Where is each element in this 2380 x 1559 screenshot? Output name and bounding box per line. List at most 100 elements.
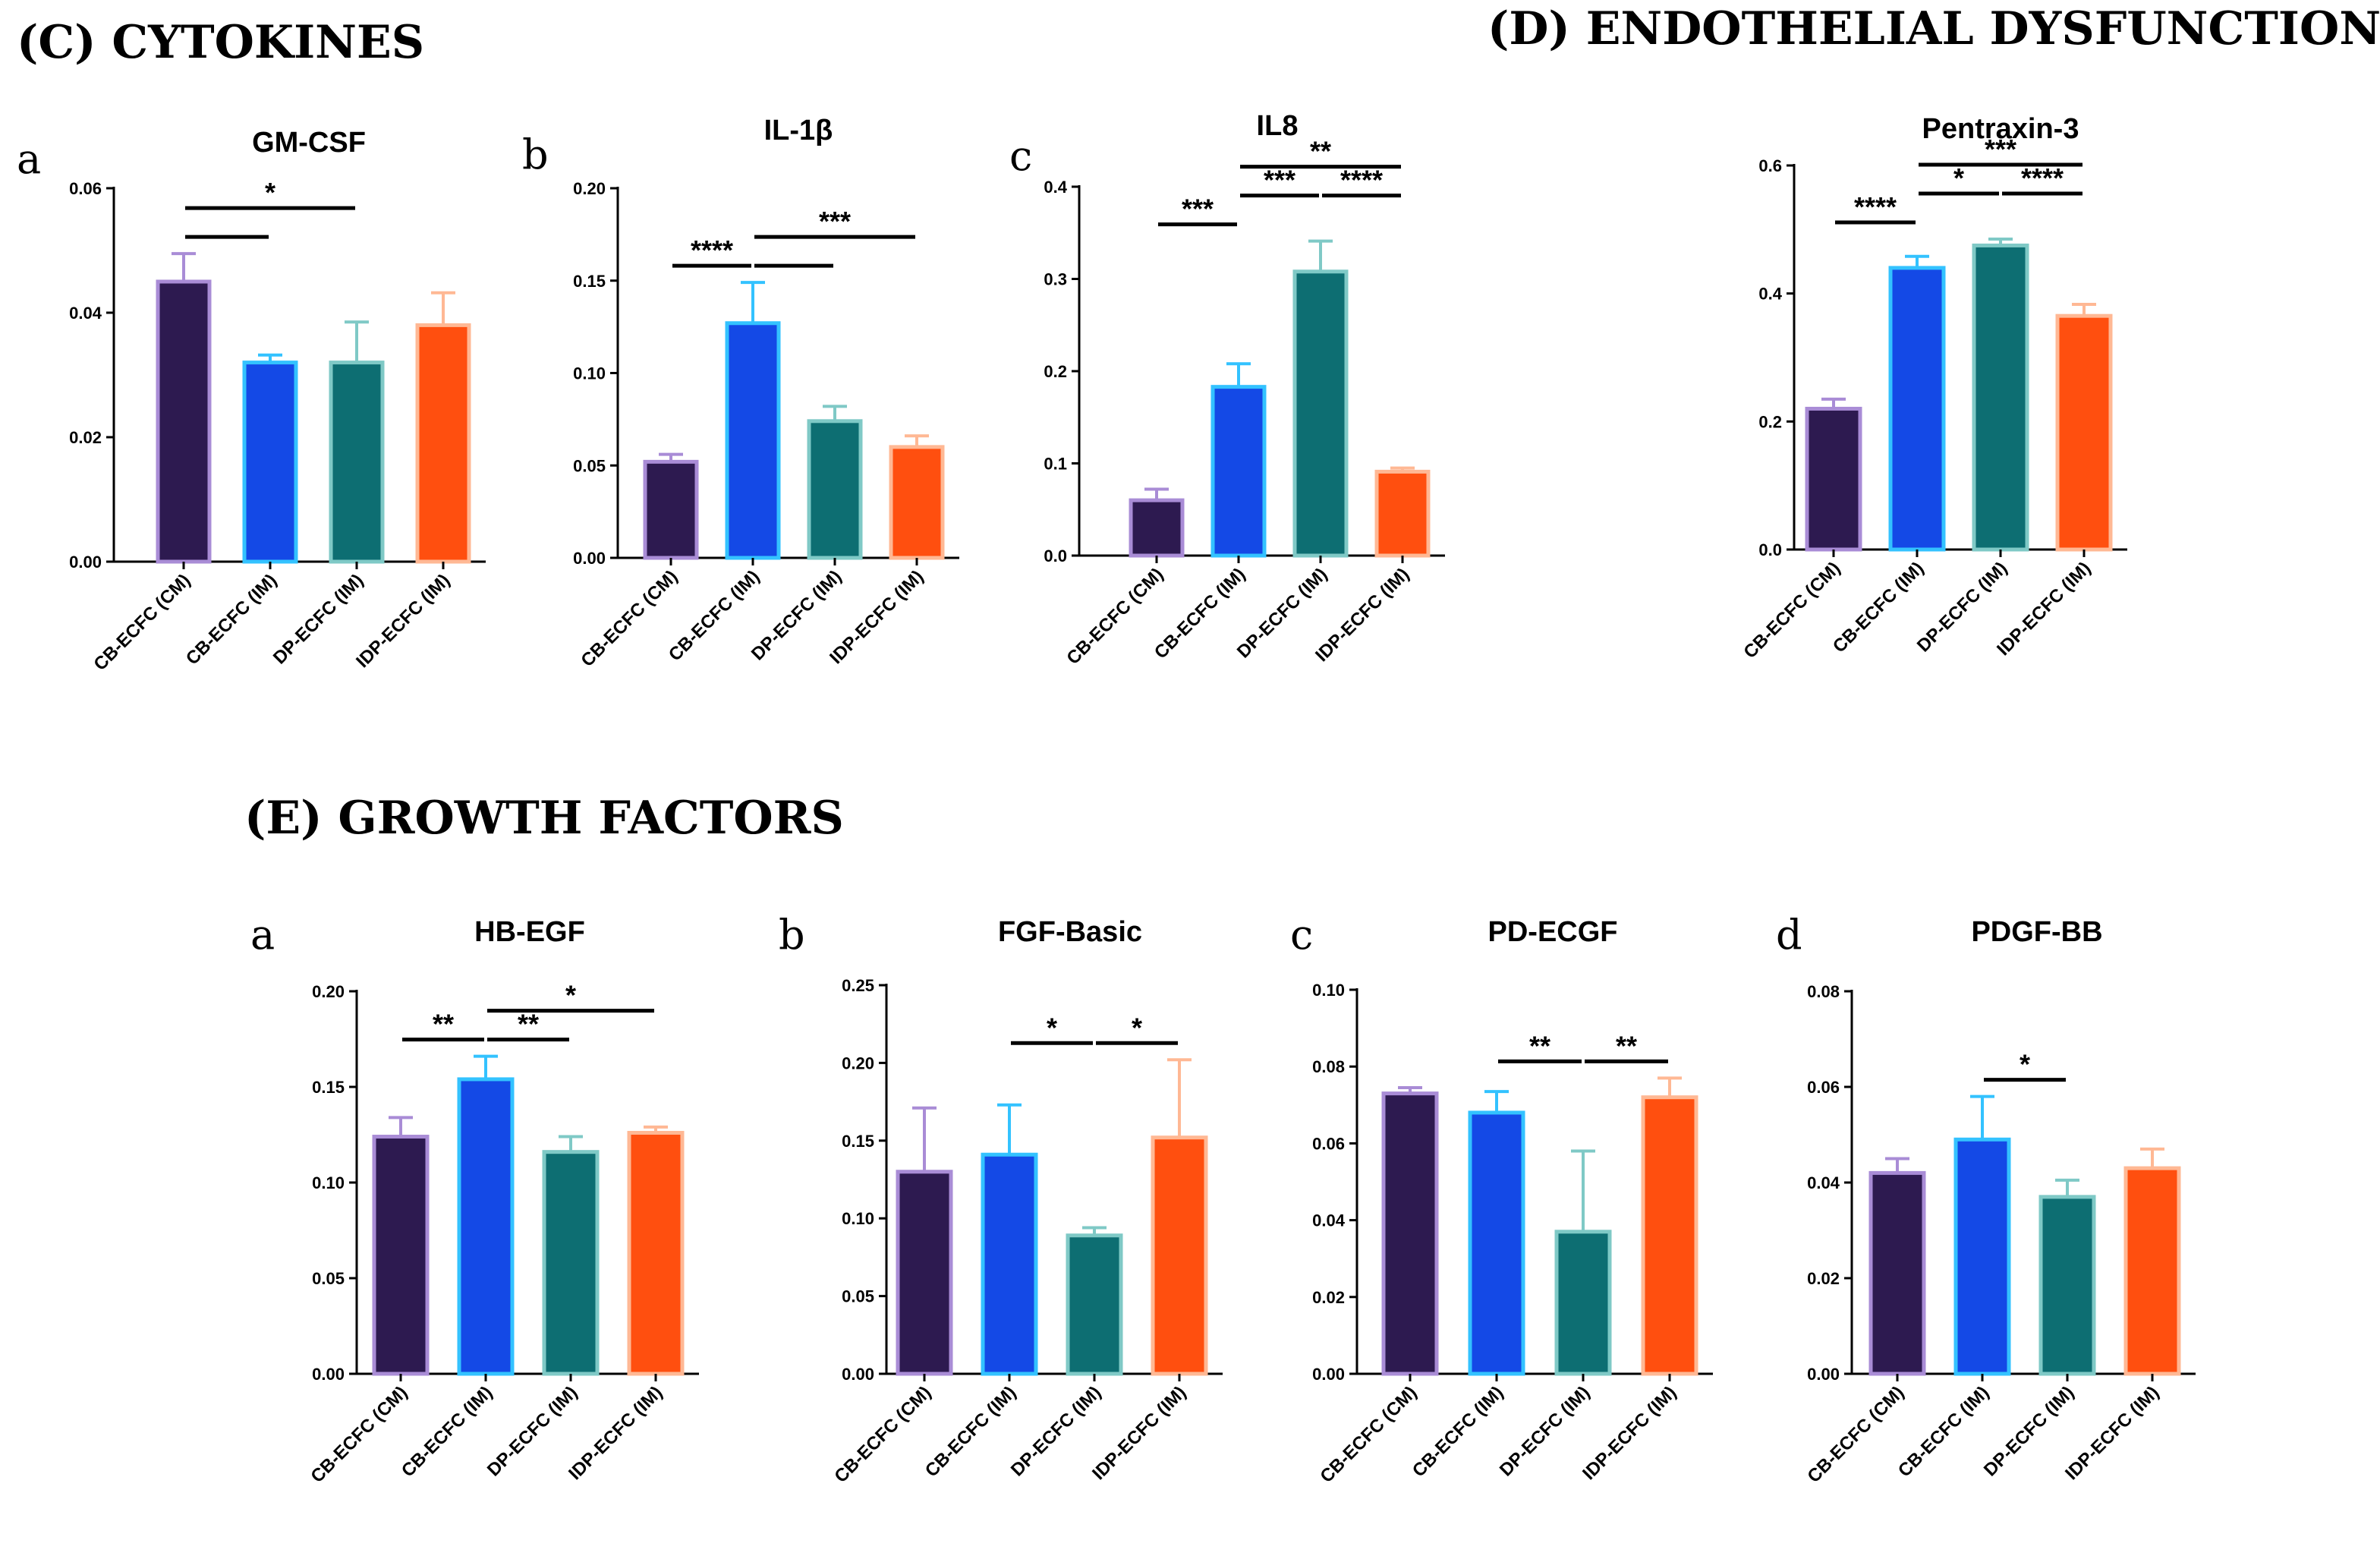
bar-2	[981, 1152, 1038, 1376]
category-label: CB-ECFC (CM)	[1739, 558, 1844, 663]
category-label: CB-ECFC (CM)	[307, 1382, 411, 1487]
chart-pdecgf: c PD-ECGF 0.00 0.02 0.04 0.06 0.08 0.10 CB-ECFC …	[1290, 911, 1713, 1487]
y-tick-label: 0.4	[1044, 178, 1067, 197]
significance-label: *	[565, 980, 576, 1011]
bar-2	[1210, 385, 1267, 558]
category-label: CB-ECFC (CM)	[577, 566, 682, 671]
bar-2	[1468, 1110, 1525, 1376]
y-tick-label: 0.04	[69, 304, 102, 323]
panel-letter: d	[1776, 911, 1802, 959]
significance-label: ***	[819, 206, 851, 237]
y-tick-label: 0.15	[573, 272, 606, 291]
category-label: DP-ECFC (IM)	[1496, 1382, 1594, 1480]
chart-title: GM-CSF	[252, 127, 366, 159]
bar-4	[627, 1130, 685, 1376]
bar-1	[1129, 498, 1185, 558]
category-label: CB-ECFC (IM)	[398, 1382, 496, 1481]
category-label: CB-ECFC (IM)	[921, 1382, 1020, 1481]
bar-2	[457, 1077, 515, 1376]
significance-label: ****	[2021, 162, 2064, 194]
y-tick-label: 0.2	[1758, 412, 1782, 431]
significance-label: *	[265, 177, 275, 208]
section-title-endothelial-dysfunction: (D) ENDOTHELIAL DYSFUNCTION	[1488, 2, 2380, 55]
y-tick-label: 0.15	[312, 1078, 345, 1097]
bar-4	[2123, 1166, 2181, 1376]
significance-label: **	[433, 1009, 454, 1040]
chart-ptx3: Pentraxin-30.00.20.40.6CB-ECFC (CM)CB-EC…	[1739, 113, 2127, 663]
significance-label: **	[1616, 1030, 1637, 1061]
panel-letter: b	[522, 131, 549, 178]
y-tick-label: 0.3	[1044, 270, 1067, 289]
category-label: IDP-ECFC (IM)	[1579, 1382, 1680, 1484]
bar-3	[1066, 1233, 1123, 1376]
bar-2	[242, 361, 298, 564]
chart-title: FGF-Basic	[998, 916, 1142, 948]
bar-1	[156, 279, 212, 564]
y-tick-label: 0.05	[573, 456, 606, 475]
section-title-growth-factors: (E) GROWTH FACTORS	[244, 792, 844, 845]
significance-label: *	[1953, 162, 1964, 194]
y-tick-label: 0.04	[1807, 1173, 1840, 1192]
y-tick-label: 0.02	[1807, 1269, 1840, 1288]
y-tick-label: 0.00	[573, 549, 606, 568]
y-tick-label: 0.00	[1807, 1365, 1840, 1384]
category-label: CB-ECFC (IM)	[182, 570, 281, 669]
significance-label: *	[2020, 1049, 2030, 1080]
y-tick-label: 0.04	[1312, 1211, 1346, 1230]
y-tick-label: 0.08	[1312, 1057, 1345, 1076]
bar-4	[1151, 1135, 1208, 1376]
section-title-cytokines: (C) CYTOKINES	[17, 16, 424, 69]
bar-3	[1554, 1230, 1612, 1376]
panel-letter: b	[779, 911, 805, 959]
chart-hbegf: a HB-EGF 0.00 0.05 0.10 0.15 0.20 CB-ECFC (CM)C…	[250, 911, 699, 1487]
bar-1	[896, 1170, 953, 1376]
chart-title: HB-EGF	[474, 916, 585, 948]
chart-title: IL8	[1257, 110, 1299, 142]
bar-4	[2055, 313, 2113, 552]
chart-fgfb: b FGF-Basic 0.00 0.05 0.10 0.15 0.20 0.25 CB-ECF…	[779, 911, 1223, 1487]
significance-label: ****	[1854, 191, 1897, 222]
y-tick-label: 0.00	[1312, 1365, 1345, 1384]
bar-1	[643, 459, 699, 560]
bar-1	[1381, 1091, 1439, 1376]
significance-label: *	[1132, 1012, 1142, 1043]
category-label: CB-ECFC (IM)	[1894, 1382, 1993, 1481]
significance-label: ***	[1182, 194, 1214, 225]
y-tick-label: 0.0	[1758, 540, 1782, 559]
y-tick-label: 0.06	[69, 179, 102, 198]
y-tick-label: 0.10	[312, 1173, 345, 1192]
bar-1	[1805, 406, 1862, 552]
bar-3	[542, 1150, 600, 1376]
category-label: CB-ECFC (IM)	[1409, 1382, 1507, 1481]
bar-3	[1292, 269, 1349, 558]
y-tick-label: 0.02	[1312, 1288, 1345, 1307]
panel-letter: a	[17, 135, 41, 183]
y-tick-label: 0.10	[842, 1209, 874, 1228]
y-tick-label: 0.20	[842, 1054, 874, 1072]
bar-2	[1888, 266, 1946, 552]
panel-letter: a	[250, 911, 275, 959]
y-tick-label: 0.4	[1758, 285, 1782, 304]
y-tick-label: 0.20	[312, 982, 345, 1001]
bar-4	[1374, 469, 1431, 558]
category-label: CB-ECFC (CM)	[1803, 1382, 1908, 1487]
y-tick-label: 0.02	[69, 428, 102, 447]
significance-label: *	[1047, 1012, 1057, 1043]
bar-1	[1868, 1170, 1926, 1376]
y-tick-label: 0.2	[1044, 362, 1067, 381]
category-label: CB-ECFC (CM)	[1062, 564, 1167, 669]
significance-label: ****	[1340, 165, 1383, 196]
y-tick-label: 0.06	[1312, 1134, 1345, 1153]
bar-1	[372, 1135, 430, 1376]
category-label: DP-ECFC (IM)	[1980, 1382, 2078, 1480]
significance-label: **	[518, 1009, 539, 1040]
y-tick-label: 0.6	[1758, 156, 1782, 175]
chart-title: PDGF-BB	[1971, 916, 2102, 948]
category-label: CB-ECFC (CM)	[1316, 1382, 1421, 1487]
category-label: CB-ECFC (CM)	[90, 570, 194, 675]
panel-letter: c	[1009, 132, 1032, 180]
y-tick-label: 0.00	[69, 553, 102, 572]
y-tick-label: 0.10	[573, 364, 606, 383]
significance-label: ***	[1264, 165, 1295, 196]
